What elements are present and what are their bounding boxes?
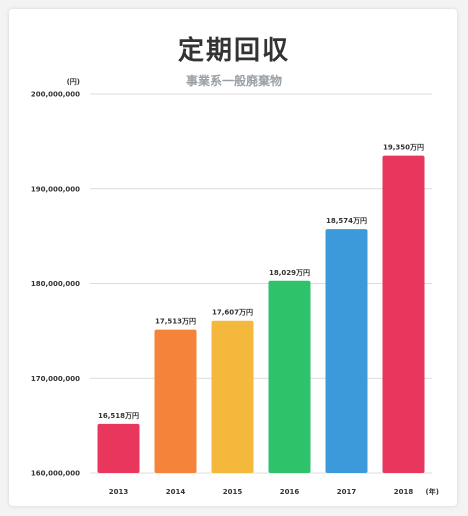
x-tick-label: 2016 (280, 488, 300, 496)
bar-2018 (382, 155, 425, 473)
bar-2014 (154, 329, 197, 473)
data-label: 19,350万円 (383, 144, 424, 152)
y-tick-label: 180,000,000 (31, 280, 80, 288)
x-tick-label: 2017 (337, 488, 357, 496)
x-tick-label: 2014 (166, 488, 186, 496)
y-tick-label: 200,000,000 (31, 91, 80, 99)
y-tick-label: 170,000,000 (31, 375, 80, 383)
x-tick-label: 2015 (223, 488, 243, 496)
x-tick-label: 2013 (109, 488, 129, 496)
bar-2015 (211, 320, 254, 473)
chart-subtitle: 事業系一般廃棄物 (185, 74, 282, 88)
data-label: 17,607万円 (212, 309, 253, 317)
y-tick-label: 160,000,000 (31, 470, 80, 478)
bar-2017 (325, 229, 368, 473)
data-label: 16,518万円 (98, 412, 139, 420)
chart-title: 定期回収 (177, 36, 290, 66)
bar-2013 (97, 423, 140, 473)
y-tick-label: 190,000,000 (31, 185, 80, 193)
data-label: 18,029万円 (269, 269, 310, 277)
bar-2016 (268, 280, 311, 473)
data-label: 18,574万円 (326, 217, 367, 225)
y-axis-unit: (円) (67, 78, 80, 86)
data-label: 17,513万円 (155, 318, 196, 326)
x-axis-unit: (年) (426, 487, 439, 496)
x-tick-label: 2018 (394, 488, 414, 496)
